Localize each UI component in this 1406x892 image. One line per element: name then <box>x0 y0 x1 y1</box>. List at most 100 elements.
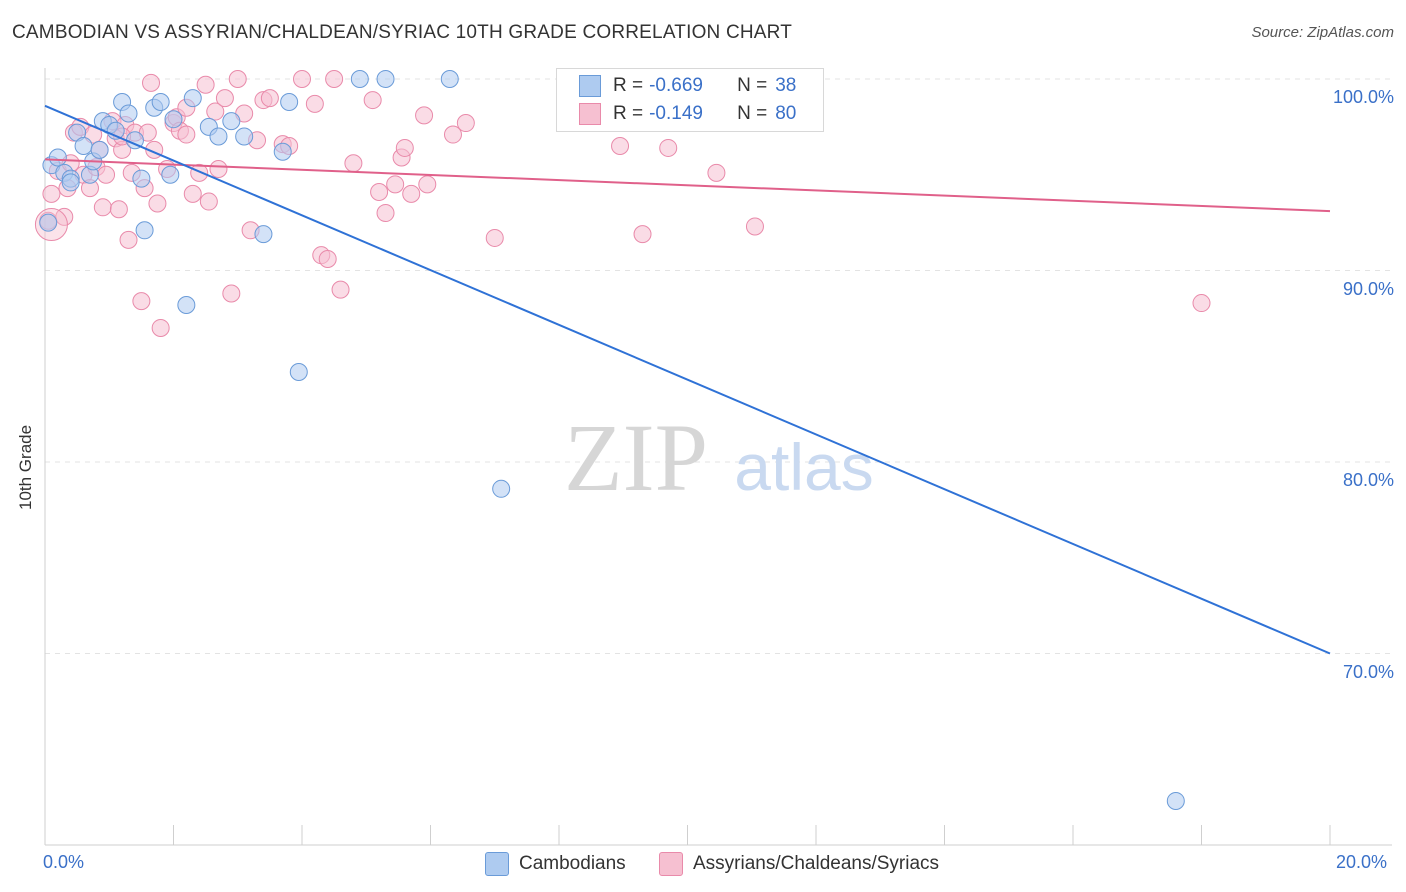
data-point-assyrians <box>443 125 462 144</box>
data-point-assyrians <box>305 94 324 113</box>
legend-item-cambodians[interactable]: Cambodians <box>485 852 626 876</box>
data-point-assyrians <box>386 175 405 194</box>
n-label: N = <box>737 75 768 96</box>
watermark-zip: ZIP <box>564 404 708 511</box>
data-point-assyrians <box>395 138 414 157</box>
data-point-assyrians <box>55 207 74 226</box>
data-point-assyrians <box>418 175 437 194</box>
legend-label-assyrians: Assyrians/Chaldeans/Syriacs <box>693 853 940 874</box>
data-point-assyrians <box>707 163 726 182</box>
legend-swatch-assyrians <box>659 852 683 876</box>
data-point-cambodians <box>183 89 202 108</box>
legend-swatch-cambodians <box>485 852 509 876</box>
data-point-assyrians <box>318 250 337 269</box>
data-point-cambodians <box>48 148 67 167</box>
data-point-assyrians <box>659 138 678 157</box>
data-point-cambodians <box>289 362 308 381</box>
watermark-atlas: atlas <box>734 430 873 504</box>
data-point-cambodians <box>164 110 183 129</box>
legend-item-assyrians[interactable]: Assyrians/Chaldeans/Syriacs <box>659 852 939 876</box>
data-point-cambodians <box>209 127 228 146</box>
data-point-assyrians <box>485 228 504 247</box>
y-tick-label: 90.0% <box>1342 278 1394 299</box>
data-point-cambodians <box>119 104 138 123</box>
data-point-assyrians <box>331 280 350 299</box>
data-point-assyrians <box>109 200 128 219</box>
data-point-cambodians <box>151 92 170 111</box>
assyrians-swatch <box>579 103 601 125</box>
data-point-cambodians <box>61 173 80 192</box>
data-point-assyrians <box>148 194 167 213</box>
data-point-assyrians <box>456 114 475 133</box>
data-point-cambodians <box>440 70 459 88</box>
x-tick-label-min: 0.0% <box>43 852 85 872</box>
data-point-assyrians <box>177 125 196 144</box>
r-value-assyrians: -0.149 <box>649 103 703 124</box>
trend-lines <box>44 104 1331 655</box>
data-point-cambodians <box>90 140 109 159</box>
data-point-assyrians <box>151 318 170 337</box>
data-point-assyrians <box>260 89 279 108</box>
data-point-cambodians <box>273 142 292 161</box>
data-point-assyrians <box>183 184 202 203</box>
cambodians-swatch <box>579 75 601 97</box>
data-point-cambodians <box>254 225 273 244</box>
data-point-assyrians <box>199 192 218 211</box>
n-label: N = <box>737 103 768 124</box>
r-label: R = <box>613 75 644 96</box>
chart-source: Source: ZipAtlas.com <box>1251 24 1394 41</box>
y-tick-label: 100.0% <box>1332 87 1394 107</box>
r-value-cambodians: -0.669 <box>649 75 703 96</box>
chart-title: CAMBODIAN VS ASSYRIAN/CHALDEAN/SYRIAC 10… <box>12 22 793 43</box>
n-value-cambodians: 38 <box>775 75 797 96</box>
data-point-assyrians <box>209 160 228 179</box>
data-point-assyrians <box>325 70 344 88</box>
data-point-assyrians <box>370 182 389 201</box>
trend-line-cambodians <box>44 104 1331 655</box>
data-point-assyrians <box>228 70 247 88</box>
series-legend: Cambodians Assyrians/Chaldeans/Syriacs <box>0 852 1406 876</box>
data-point-cambodians <box>161 165 180 184</box>
data-point-cambodians <box>39 213 58 232</box>
data-point-assyrians <box>97 165 116 184</box>
data-point-assyrians <box>142 73 161 92</box>
y-tick-label: 70.0% <box>1342 661 1394 682</box>
legend-label-cambodians: Cambodians <box>519 853 626 874</box>
data-point-assyrians <box>745 217 764 236</box>
data-point-assyrians <box>633 225 652 244</box>
data-point-cambodians <box>350 70 369 88</box>
data-point-assyrians <box>132 292 151 311</box>
data-point-assyrians <box>222 284 241 303</box>
axes <box>44 68 1392 846</box>
data-point-cambodians <box>222 112 241 131</box>
n-value-assyrians: 80 <box>775 103 797 124</box>
data-point-cambodians <box>74 137 93 156</box>
data-point-assyrians <box>119 230 138 249</box>
data-point-assyrians <box>206 102 225 121</box>
data-point-assyrians <box>196 75 215 94</box>
data-point-cambodians <box>132 169 151 188</box>
data-point-assyrians <box>611 137 630 156</box>
data-point-assyrians <box>293 70 311 88</box>
data-point-cambodians <box>135 221 154 240</box>
stats-legend: R = -0.669 N = 38 R = -0.149 N = 80 <box>556 68 824 132</box>
watermark: ZIP atlas <box>564 404 874 511</box>
data-point-cambodians <box>492 479 511 498</box>
data-point-assyrians <box>215 89 234 108</box>
data-point-cambodians <box>1166 791 1185 810</box>
data-point-cambodians <box>177 295 196 314</box>
stats-row-cambodians: R = -0.669 N = 38 <box>579 75 796 97</box>
data-point-cambodians <box>235 127 254 146</box>
data-point-assyrians <box>93 198 112 217</box>
data-point-assyrians <box>363 91 382 110</box>
data-point-assyrians <box>42 184 61 203</box>
data-point-assyrians <box>376 204 395 223</box>
data-point-assyrians <box>402 184 421 203</box>
data-point-cambodians <box>376 70 395 88</box>
y-tick-label: 80.0% <box>1342 470 1394 490</box>
x-tick-label-max: 20.0% <box>1336 852 1388 872</box>
stats-row-assyrians: R = -0.149 N = 80 <box>579 103 796 125</box>
data-point-assyrians <box>190 163 209 182</box>
r-label: R = <box>613 103 644 124</box>
